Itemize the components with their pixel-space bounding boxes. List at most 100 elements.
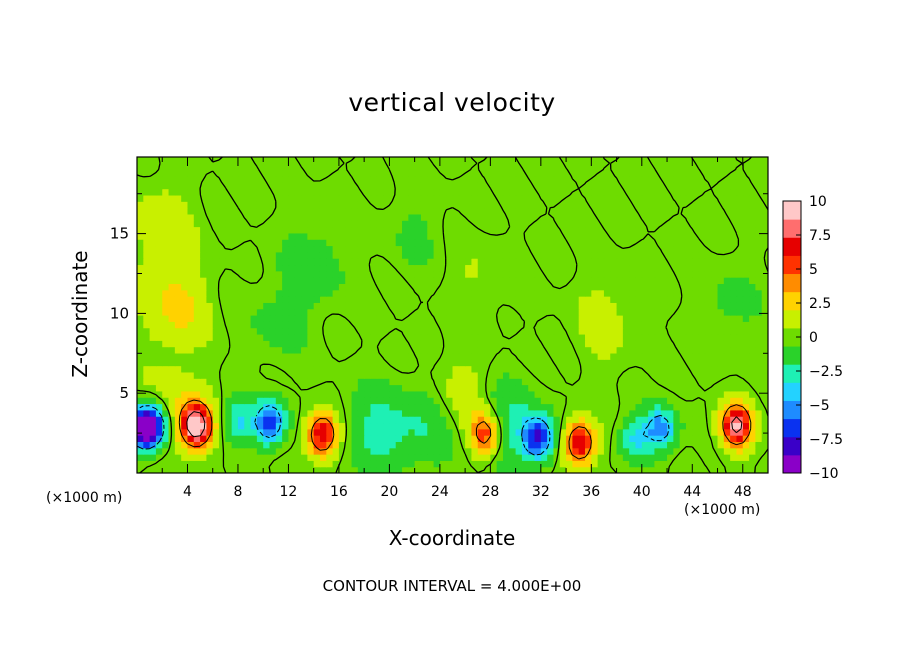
field-cell (667, 207, 674, 215)
field-cell (402, 201, 409, 209)
field-cell (736, 333, 744, 341)
field-cell (168, 397, 176, 405)
field-cell (338, 333, 346, 341)
field-cell (484, 352, 491, 360)
field-cell (231, 454, 239, 461)
field-cell (357, 352, 365, 360)
field-cell (338, 258, 346, 266)
field-cell (168, 283, 176, 291)
field-cell (263, 333, 271, 341)
field-cell (200, 226, 208, 234)
field-cell (357, 378, 365, 386)
field-cell (206, 188, 214, 196)
field-cell (730, 403, 738, 411)
field-cell (736, 163, 744, 171)
field-cell (622, 416, 630, 424)
field-cell (288, 327, 296, 335)
field-cell (465, 213, 473, 221)
field-cell (168, 333, 176, 341)
field-cell (307, 352, 315, 360)
field-cell (219, 277, 226, 284)
field-cell (250, 277, 258, 284)
field-cell (433, 194, 441, 202)
field-cell (465, 454, 473, 461)
field-cell (585, 302, 592, 310)
field-cell (742, 226, 750, 234)
field-cell (402, 289, 409, 297)
field-cell (231, 365, 239, 373)
field-cell (345, 258, 353, 266)
field-cell (244, 447, 252, 455)
field-cell (452, 454, 460, 461)
field-cell (332, 403, 340, 411)
field-cell (654, 207, 662, 215)
field-cell (370, 378, 378, 386)
field-cell (465, 232, 473, 240)
field-cell (515, 226, 523, 234)
field-cell (736, 315, 744, 322)
field-cell (496, 220, 504, 228)
field-cell (256, 157, 264, 164)
field-cell (149, 428, 157, 436)
field-cell (433, 466, 441, 473)
field-cell (181, 397, 189, 405)
field-cell (256, 441, 264, 449)
field-cell (610, 264, 618, 272)
field-cell (174, 340, 182, 348)
field-cell (212, 270, 220, 278)
field-cell (212, 308, 220, 316)
field-cell (389, 422, 397, 430)
field-cell (585, 308, 592, 316)
field-cell (717, 340, 725, 348)
field-cell (376, 454, 384, 461)
field-cell (540, 182, 548, 190)
field-cell (610, 333, 618, 341)
field-cell (433, 454, 441, 461)
field-cell (559, 460, 567, 468)
field-cell (137, 378, 144, 386)
field-cell (408, 422, 416, 430)
field-cell (256, 378, 264, 386)
field-cell (648, 466, 656, 473)
field-cell (364, 390, 372, 398)
field-cell (559, 302, 567, 310)
field-cell (187, 188, 195, 196)
field-cell (155, 346, 163, 354)
field-cell (679, 245, 687, 253)
field-cell (155, 283, 163, 291)
field-cell (723, 315, 731, 322)
field-cell (616, 327, 624, 335)
field-cell (357, 308, 365, 316)
field-cell (263, 239, 271, 247)
field-cell (200, 447, 208, 455)
field-cell (458, 409, 466, 417)
field-cell (704, 333, 712, 341)
field-cell (143, 365, 151, 373)
field-cell (364, 182, 372, 190)
field-cell (307, 277, 315, 284)
field-cell (256, 466, 264, 473)
field-cell (654, 466, 662, 473)
field-cell (458, 232, 466, 240)
field-cell (521, 296, 529, 303)
field-cell (502, 264, 510, 272)
field-cell (420, 251, 428, 259)
field-cell (357, 447, 365, 455)
field-cell (294, 315, 302, 322)
field-cell (660, 340, 668, 348)
field-cell (256, 188, 264, 196)
field-cell (231, 409, 239, 417)
field-cell (553, 302, 561, 310)
field-cell (155, 169, 163, 177)
field-cell (635, 454, 643, 461)
field-cell (351, 460, 359, 468)
field-cell (477, 194, 485, 202)
field-cell (275, 428, 283, 436)
field-cell (212, 175, 220, 183)
field-cell (616, 188, 624, 196)
field-cell (237, 441, 245, 449)
field-cell (591, 321, 599, 329)
field-cell (212, 213, 220, 221)
field-cell (629, 296, 637, 303)
field-cell (534, 428, 542, 436)
